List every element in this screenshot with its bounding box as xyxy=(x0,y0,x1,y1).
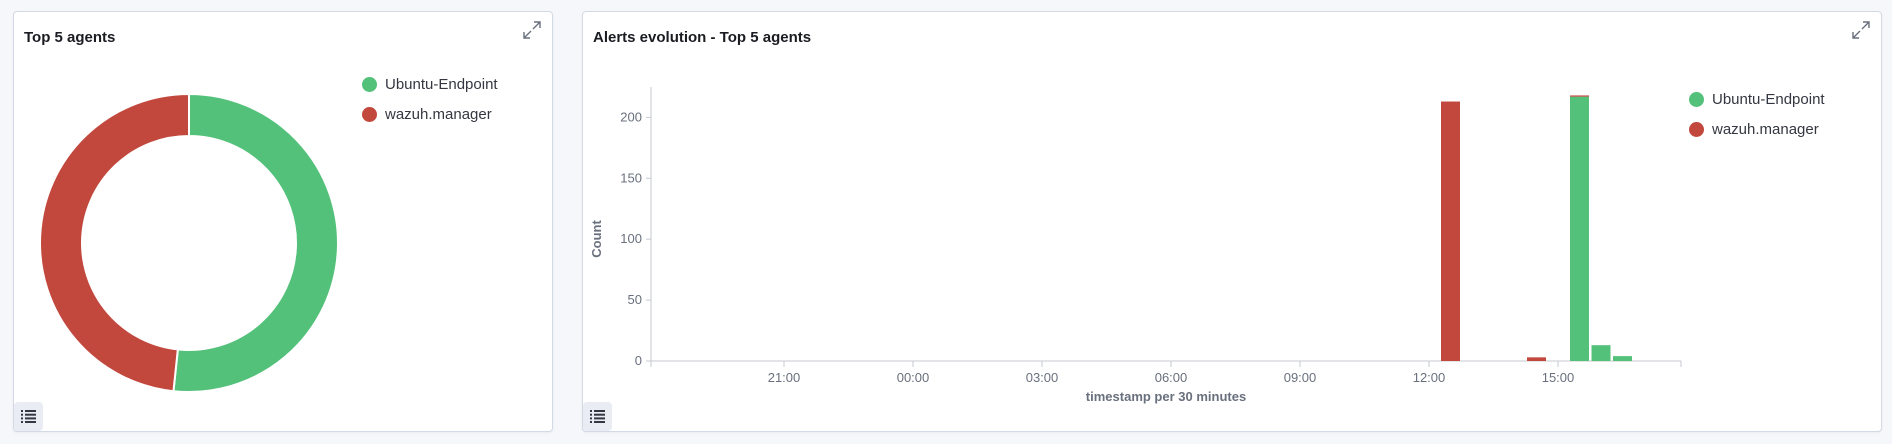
donut-slice-wazuh-manager[interactable] xyxy=(39,92,190,393)
legend-dot-wazuh xyxy=(362,106,377,122)
x-tick-label: 21:00 xyxy=(768,370,801,385)
legend-item-wazuh-manager[interactable]: wazuh.manager xyxy=(1689,114,1825,144)
legend-item-wazuh-manager[interactable]: wazuh.manager xyxy=(362,99,498,129)
donut-slice-ubuntu-endpoint[interactable] xyxy=(172,92,339,393)
y-axis-title: Count xyxy=(589,220,604,258)
chart-legend: Ubuntu-Endpoint wazuh.manager xyxy=(362,69,498,129)
bar-wazuh-manager[interactable] xyxy=(1441,101,1460,361)
expand-icon[interactable] xyxy=(1851,20,1871,40)
legend-label: Ubuntu-Endpoint xyxy=(385,75,498,93)
x-tick-label: 00:00 xyxy=(897,370,930,385)
y-tick-label: 0 xyxy=(635,353,642,368)
bar-wazuh-manager[interactable] xyxy=(1570,95,1589,97)
legend-item-ubuntu-endpoint[interactable]: Ubuntu-Endpoint xyxy=(362,69,498,99)
x-axis-title: timestamp per 30 minutes xyxy=(1086,389,1246,404)
legend-toggle-button[interactable] xyxy=(14,402,43,431)
panel-title: Alerts evolution - Top 5 agents xyxy=(593,29,812,46)
legend-dot-ubuntu xyxy=(1689,91,1704,107)
y-tick-label: 50 xyxy=(628,292,642,307)
y-tick-label: 150 xyxy=(620,170,642,185)
bar-chart: 0 50 100 150 200 21:00 00:00 03:00 06:00 09:00 12:… xyxy=(589,87,1682,404)
x-tick-label: 15:00 xyxy=(1542,370,1575,385)
bar-wazuh-manager[interactable] xyxy=(1527,357,1546,361)
bar-ubuntu-endpoint[interactable] xyxy=(1591,345,1611,361)
expand-icon[interactable] xyxy=(522,20,542,40)
x-tick-label: 09:00 xyxy=(1284,370,1317,385)
chart-legend: Ubuntu-Endpoint wazuh.manager xyxy=(1689,84,1825,144)
bar-ubuntu-endpoint[interactable] xyxy=(1613,356,1632,361)
x-tick-label: 06:00 xyxy=(1155,370,1188,385)
panel-title: Top 5 agents xyxy=(24,29,116,46)
legend-dot-ubuntu xyxy=(362,76,377,92)
legend-label: Ubuntu-Endpoint xyxy=(1712,90,1825,108)
x-tick-label: 12:00 xyxy=(1413,370,1446,385)
legend-dot-wazuh xyxy=(1689,121,1704,137)
legend-toggle-button[interactable] xyxy=(583,402,612,431)
y-tick-label: 200 xyxy=(620,109,642,124)
donut-chart xyxy=(39,92,339,393)
top-agents-panel: Top 5 agents Ubuntu-Endpoint wazuh.manag… xyxy=(13,11,553,432)
legend-label: wazuh.manager xyxy=(1712,120,1819,138)
bar-ubuntu-endpoint[interactable] xyxy=(1570,96,1589,362)
y-tick-label: 100 xyxy=(620,231,642,246)
legend-label: wazuh.manager xyxy=(385,105,492,123)
legend-item-ubuntu-endpoint[interactable]: Ubuntu-Endpoint xyxy=(1689,84,1825,114)
alerts-evolution-panel: Alerts evolution - Top 5 agents 0 50 100 15… xyxy=(582,11,1882,432)
x-tick-label: 03:00 xyxy=(1026,370,1059,385)
